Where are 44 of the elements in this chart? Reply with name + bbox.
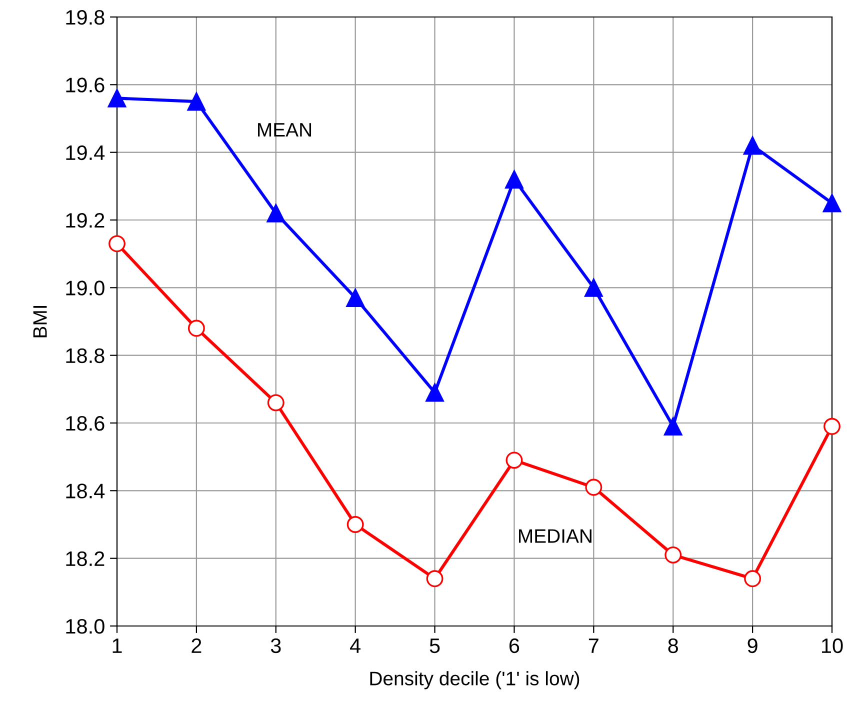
x-tick-label: 2 [192, 638, 202, 653]
point [822, 194, 842, 212]
x-tick-label: 1 [112, 638, 122, 653]
point [188, 320, 205, 337]
point [108, 235, 126, 252]
point [266, 204, 286, 222]
point [426, 570, 444, 588]
point [187, 92, 206, 111]
point [426, 383, 444, 402]
series-label: MEAN [258, 123, 312, 137]
x-tick-label: 8 [668, 638, 678, 654]
point [664, 546, 682, 564]
point [506, 452, 523, 469]
y-tick-label: 19.6 [66, 78, 104, 92]
point [664, 417, 682, 436]
y-tick-label: 18.2 [66, 551, 104, 566]
point [743, 136, 762, 155]
y-tick-label: 18.8 [66, 348, 104, 364]
y-tick-label: 18.4 [66, 484, 105, 498]
y-tick-label: 18.6 [66, 416, 104, 431]
point [585, 478, 602, 496]
x-tick-label: 6 [509, 638, 520, 654]
x-tick-label: 3 [270, 638, 281, 654]
point [108, 89, 126, 108]
x-tick-label: 10 [822, 638, 843, 654]
x-tick-label: 7 [588, 638, 598, 653]
series-label: MEDIAN [518, 529, 592, 543]
y-tick-label: 19.2 [66, 213, 104, 228]
point [267, 394, 284, 412]
point [505, 170, 524, 189]
x-axis-title: Density decile ('1' is low) [370, 671, 580, 690]
x-tick-label: 9 [748, 638, 758, 654]
point [744, 570, 762, 588]
point [346, 516, 364, 533]
point [584, 278, 603, 297]
point [824, 418, 840, 435]
y-tick-label: 18.0 [66, 619, 104, 634]
point [346, 288, 364, 307]
x-tick-label: 4 [350, 638, 361, 653]
y-axis-title: BMI [33, 306, 47, 338]
y-tick-label: 19.0 [66, 280, 104, 296]
x-tick-label: 5 [430, 638, 440, 654]
y-tick-label: 19.8 [66, 10, 104, 25]
y-tick-label: 19.4 [66, 145, 105, 160]
